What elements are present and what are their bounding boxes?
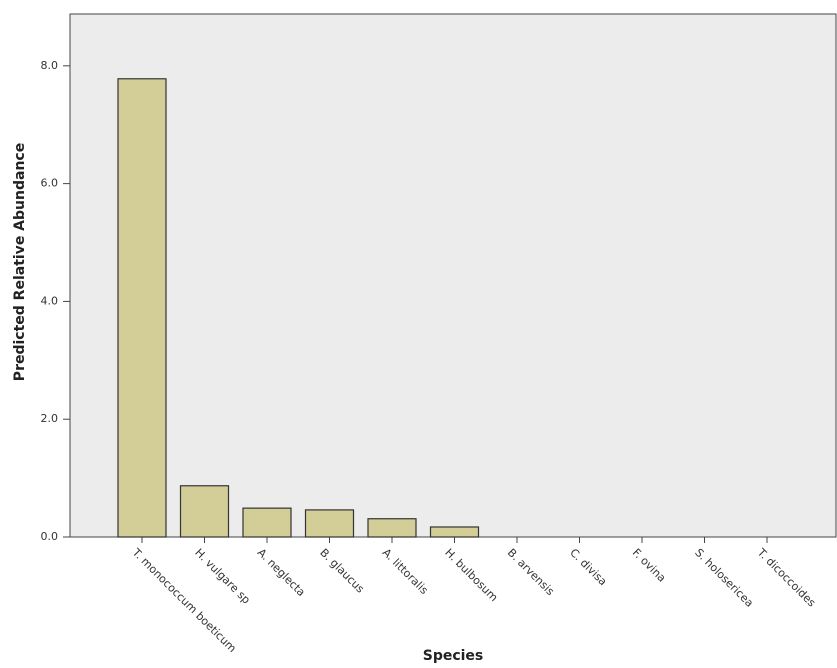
x-tick-label: H. vulgare sp (192, 546, 253, 607)
y-axis-title: Predicted Relative Abundance (12, 143, 28, 381)
bar (429, 526, 480, 538)
x-tick-label: S. holosericea (692, 546, 756, 610)
bar (304, 509, 355, 538)
x-tick-label: C. divisa (567, 546, 609, 588)
bar (367, 518, 417, 538)
x-tick-label: B. glaucus (317, 546, 367, 596)
x-tick-label: T. monococcum boeticum (129, 545, 239, 655)
bar (179, 485, 230, 538)
x-tick-label: T. dicoccoides (754, 545, 818, 609)
y-tick-label: 8.0 (41, 59, 59, 72)
x-tick-label: H. bulbosum (442, 546, 500, 604)
x-axis-title: Species (423, 648, 484, 664)
bar (242, 507, 292, 538)
x-tick-label: A. neglecta (255, 546, 308, 599)
x-tick-label: F. ovina (630, 546, 669, 585)
bar (117, 78, 167, 538)
y-tick-label: 2.0 (41, 412, 59, 425)
y-tick-label: 6.0 (41, 177, 59, 190)
y-tick-label: 4.0 (41, 294, 59, 307)
x-tick-label: A. littoralis (380, 546, 431, 597)
plot-area (69, 13, 837, 538)
y-tick-label: 0.0 (41, 530, 59, 543)
x-tick-label: B. arvensis (505, 546, 557, 598)
